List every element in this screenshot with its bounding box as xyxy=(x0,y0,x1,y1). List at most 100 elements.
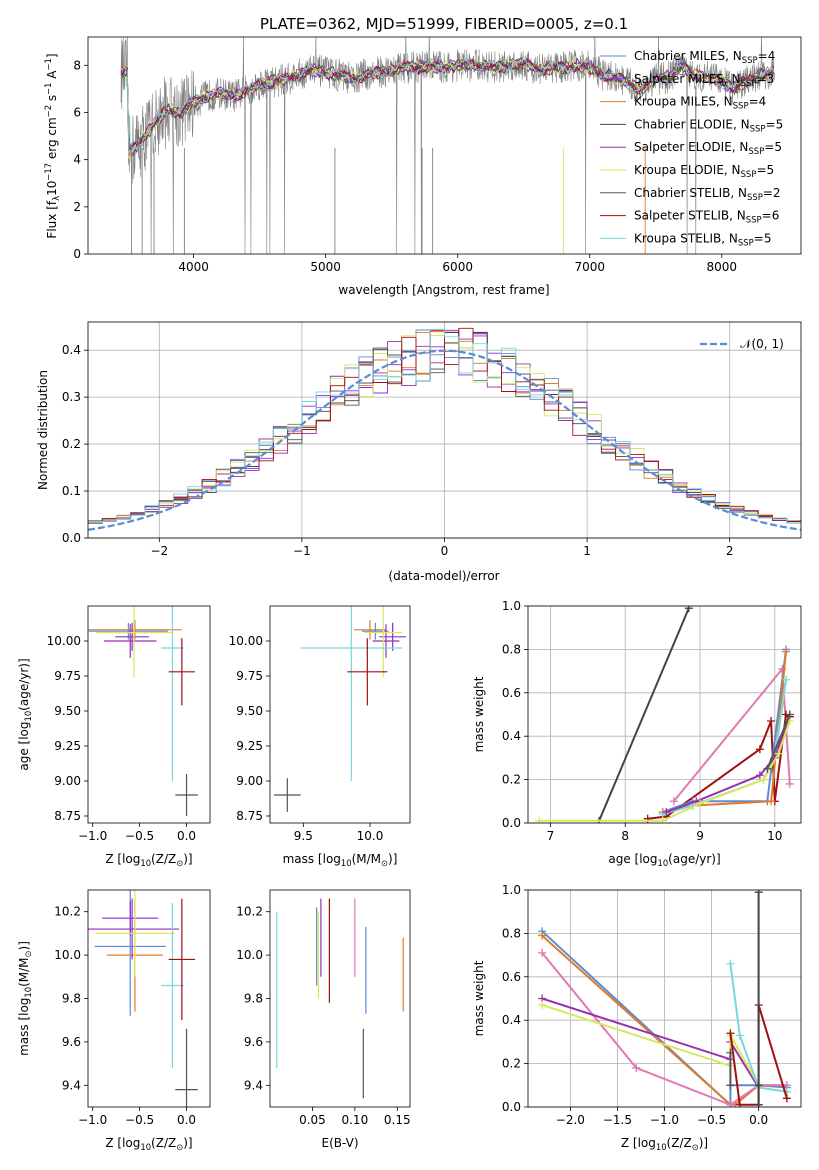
legend-entry: 𝒩(0, 1) xyxy=(740,337,784,351)
label-part: −1 xyxy=(43,83,53,95)
weight-marker xyxy=(535,816,544,823)
weight-series xyxy=(662,649,787,814)
label-part: mass [log xyxy=(17,998,31,1056)
y-tick-label: 9.4 xyxy=(62,1078,81,1092)
weight-marker xyxy=(767,797,776,806)
chart-weight_vs_age: 7 8 9 10 0.0 0.2 0.4 0.6 0.8 1.0 xyxy=(502,599,802,843)
weight-marker xyxy=(726,1048,735,1057)
chart-mass_vs_ebv: 0.05 0.10 0.15 9.4 9.6 9.8 10.0 10.2 xyxy=(236,889,411,1127)
weight-marker xyxy=(782,1094,791,1103)
plot-area xyxy=(88,890,198,1107)
y-tick-label: 0.8 xyxy=(502,642,521,656)
y-tick-label: 9.6 xyxy=(244,1035,263,1049)
legend-sub: SSP xyxy=(741,79,757,89)
legend-text: Chabrier MILES, N xyxy=(634,49,742,63)
x-tick-label: 2 xyxy=(726,544,734,558)
x-axis-label: age [log10(age/yr)] xyxy=(608,852,720,868)
weight-marker xyxy=(538,1001,547,1010)
weight-marker xyxy=(735,1100,744,1107)
label-part: (age/yr)] xyxy=(668,852,720,866)
label-part: ⊙ xyxy=(381,858,388,868)
plot-area xyxy=(538,890,791,1107)
label-part: )] xyxy=(699,1136,708,1150)
y-tick-label: 0.0 xyxy=(502,1100,521,1114)
x-tick-label: 0.0 xyxy=(749,1113,768,1127)
y-tick-label: 9.4 xyxy=(244,1078,263,1092)
legend-suffix: =5 xyxy=(754,231,772,245)
legend-suffix: =6 xyxy=(762,209,780,223)
legend-text: Salpeter ELODIE, N xyxy=(634,140,748,154)
label-part: 10 xyxy=(45,181,59,196)
y-tick-label: 8.75 xyxy=(236,809,263,823)
legend-sub: SSP xyxy=(742,56,758,66)
plot-area xyxy=(274,606,406,812)
weight-marker xyxy=(782,675,791,684)
x-tick-label: 9 xyxy=(696,829,704,843)
y-axis-label: mass weight xyxy=(472,960,486,1036)
label-part: ⊙ xyxy=(692,1142,699,1152)
label-part: 10 xyxy=(23,711,33,722)
y-tick-label: 9.8 xyxy=(62,992,81,1006)
legend-suffix: =5 xyxy=(756,163,774,177)
weight-marker xyxy=(726,959,735,968)
x-axis-label: mass [log10(M/M⊙)] xyxy=(283,852,398,868)
model-spectrum xyxy=(120,56,775,152)
y-tick-label: 9.8 xyxy=(244,992,263,1006)
model-spectrum xyxy=(120,58,775,159)
x-tick-label: 7 xyxy=(547,829,555,843)
label-part: )] xyxy=(183,852,192,866)
y-tick-label: 10.0 xyxy=(54,948,81,962)
label-part: 10 xyxy=(140,858,151,868)
x-axis-label: Z [log10(Z/Z⊙)] xyxy=(105,852,192,868)
x-tick-label: −1.5 xyxy=(603,1113,632,1127)
y-tick-label: 10.2 xyxy=(236,905,263,919)
y-tick-label: 6 xyxy=(73,105,81,119)
x-tick-label: 4000 xyxy=(178,260,209,274)
y-tick-label: 9.75 xyxy=(54,669,81,683)
x-axis-label: Z [log10(Z/Z⊙)] xyxy=(105,1136,192,1152)
x-tick-label: −1.0 xyxy=(78,829,107,843)
label-part: A xyxy=(45,70,59,83)
label-part: ] xyxy=(45,53,59,58)
y-tick-label: 9.00 xyxy=(54,774,81,788)
weight-marker xyxy=(684,606,693,613)
x-tick-label: 0.10 xyxy=(341,1113,368,1127)
label-part: Flux [f xyxy=(45,200,59,238)
weight-marker xyxy=(696,799,705,808)
label-part: (M/M xyxy=(352,852,381,866)
weight-marker xyxy=(782,647,791,656)
legend-text: Salpeter MILES, N xyxy=(634,72,741,86)
x-tick-label: 0.15 xyxy=(384,1113,411,1127)
y-tick-label: 4 xyxy=(73,153,81,167)
label-part: 10 xyxy=(658,858,669,868)
legend-sub: SSP xyxy=(733,102,749,112)
y-axis-label: Flux [fλ10−17 erg cm−2 s−1 A−1] xyxy=(43,53,61,238)
legend-entry: Kroupa STELIB, NSSP=5 xyxy=(634,231,772,248)
y-tick-label: 0.6 xyxy=(502,970,521,984)
weight-series xyxy=(766,714,791,770)
label-part: λ xyxy=(51,196,61,201)
legend-entry: Kroupa ELODIE, NSSP=5 xyxy=(634,163,774,180)
label-part: age [log xyxy=(608,852,657,866)
weight-marker xyxy=(754,1081,763,1090)
y-tick-label: 10.2 xyxy=(54,905,81,919)
x-tick-label: 0.0 xyxy=(177,1113,196,1127)
x-tick-label: 10.0 xyxy=(357,829,384,843)
label-part: (age/yr)] xyxy=(17,658,31,710)
x-axis-label: wavelength [Angstrom, rest frame] xyxy=(338,283,549,297)
legend-entry: Salpeter STELIB, NSSP=6 xyxy=(634,209,779,226)
label-part: Z [log xyxy=(105,852,140,866)
label-part: ⊙ xyxy=(176,858,183,868)
y-tick-label: 9.25 xyxy=(236,739,263,753)
y-tick-label: 0.2 xyxy=(502,1057,521,1071)
legend-entry: Chabrier ELODIE, NSSP=5 xyxy=(634,117,783,134)
legend-entry: Chabrier MILES, NSSP=4 xyxy=(634,49,775,66)
label-part: 10 xyxy=(23,987,33,998)
legend-suffix: =5 xyxy=(766,117,784,131)
x-tick-label: −1 xyxy=(293,544,311,558)
y-axis-label: Normed distribution xyxy=(36,370,50,490)
y-axis-label: age [log10(age/yr)] xyxy=(17,658,33,770)
legend-text: Kroupa ELODIE, N xyxy=(634,163,741,177)
